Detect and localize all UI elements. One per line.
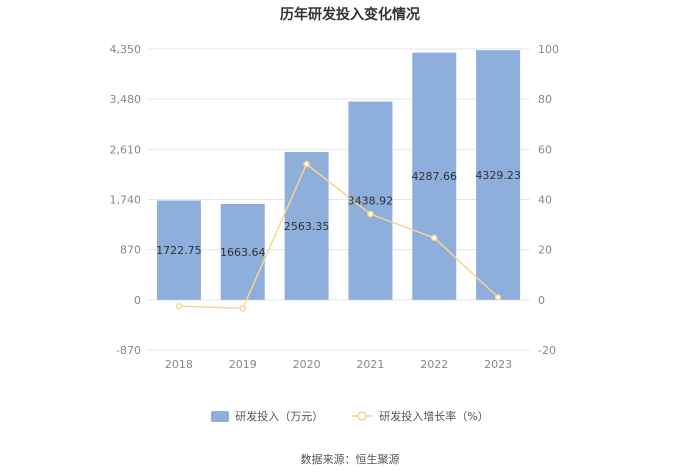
- growth-point: [494, 294, 502, 301]
- right-tick-label: 60: [538, 143, 552, 156]
- growth-point: [239, 305, 246, 312]
- legend-line-swatch: [351, 411, 374, 421]
- x-tick-label: 2022: [420, 358, 448, 371]
- legend-bar-swatch: [211, 410, 230, 422]
- growth-point: [367, 210, 374, 218]
- legend-bar-label: 研发投入（万元）: [235, 410, 324, 423]
- bar-data-labels: 1722.75 1663.64 2563.35 3438.92 4287.66 4329.…: [156, 169, 521, 259]
- bar-data-label: 4287.66: [412, 170, 458, 183]
- legend-item-bar[interactable]: 研发投入（万元）: [211, 408, 323, 424]
- right-tick-label: 100: [538, 43, 559, 56]
- x-tick-label: 2021: [356, 358, 384, 371]
- bar: [220, 203, 265, 300]
- left-tick-label: 1,740: [110, 194, 142, 207]
- bar: [412, 52, 457, 300]
- growth-line: [178, 162, 499, 310]
- bar-data-label: 1722.75: [156, 244, 202, 257]
- bar-data-label: 3438.92: [348, 195, 394, 208]
- right-tick-label: 40: [538, 194, 552, 207]
- x-tick-label: 2023: [484, 358, 512, 371]
- bar-data-label: 4329.23: [475, 169, 521, 182]
- right-tick-label: -20: [538, 344, 556, 357]
- bar-data-label: 1663.64: [220, 246, 266, 259]
- growth-point: [175, 302, 183, 310]
- left-tick-label: -870: [116, 344, 141, 357]
- right-axis: 100 80 60 40 20 0 -20: [538, 43, 559, 357]
- chart-title: 历年研发投入变化情况: [280, 7, 420, 23]
- legend: 研发投入（万元） 研发投入增长率（%）: [0, 408, 700, 424]
- bar-data-label: 2563.35: [284, 220, 330, 233]
- bar: [156, 200, 201, 300]
- left-axis: 4,350 3,480 2,610 1,740 870 0 -870: [110, 43, 142, 357]
- x-tick-label: 2019: [229, 358, 257, 371]
- right-tick-label: 0: [538, 294, 545, 307]
- bar: [476, 50, 521, 300]
- x-tick-label: 2018: [165, 358, 193, 371]
- left-tick-label: 3,480: [110, 93, 142, 106]
- left-tick-label: 0: [134, 294, 141, 307]
- bar: [348, 101, 393, 300]
- left-tick-label: 2,610: [110, 143, 142, 156]
- legend-item-line[interactable]: 研发投入增长率（%）: [351, 408, 489, 424]
- x-axis: 2018 2019 2020 2021 2022 2023: [165, 358, 512, 371]
- legend-line-label: 研发投入增长率（%）: [379, 410, 489, 423]
- growth-point: [431, 234, 438, 242]
- x-tick-label: 2020: [293, 358, 321, 371]
- left-tick-label: 870: [120, 244, 141, 257]
- left-tick-label: 4,350: [110, 43, 142, 56]
- line-series: [175, 160, 502, 312]
- bar-series: [156, 50, 521, 300]
- bar: [284, 152, 329, 300]
- growth-point: [303, 160, 310, 168]
- source-note: 数据来源：恒生聚源: [300, 453, 400, 466]
- right-tick-label: 80: [538, 93, 552, 106]
- grid-lines: [147, 48, 530, 351]
- right-tick-label: 20: [538, 244, 552, 257]
